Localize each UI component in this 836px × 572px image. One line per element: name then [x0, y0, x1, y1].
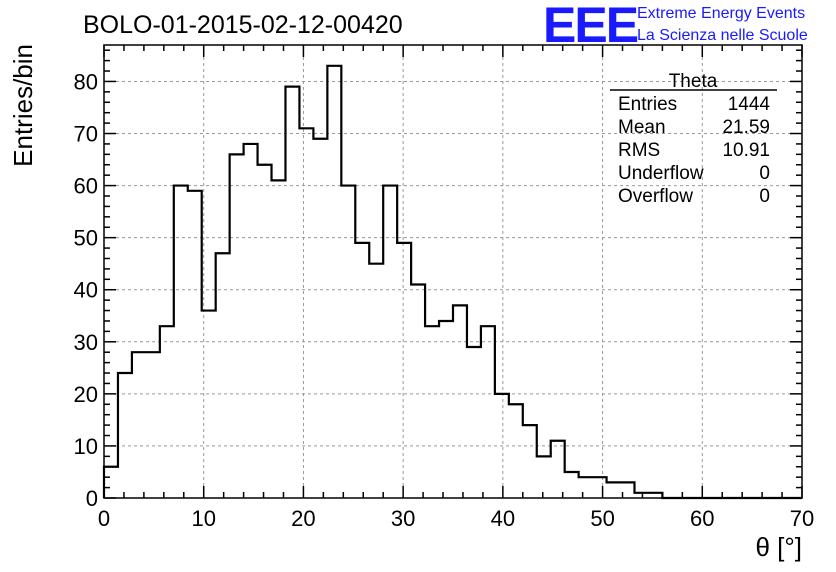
histogram-bin: [244, 144, 258, 498]
histogram-bin: [285, 87, 299, 498]
stats-value-mean: 21.59: [722, 117, 770, 138]
stats-title: Theta: [669, 71, 718, 92]
histogram-bin: [607, 482, 621, 498]
x-tick-label: 70: [790, 506, 814, 531]
x-tick-label: 0: [98, 506, 110, 531]
stats-value-overflow: 0: [759, 186, 770, 207]
histogram-bin: [355, 243, 369, 498]
tick-labels: 0 10 20 30 40 50 60 70 0 10 20 30 40 50 60 70 80: [74, 69, 815, 531]
logo-mark: EEE: [543, 0, 638, 53]
stats-label-entries: Entries: [618, 94, 677, 115]
x-tick-label: 40: [491, 506, 515, 531]
histogram-bin: [523, 425, 537, 498]
y-tick-label: 20: [74, 382, 98, 407]
histogram-bin: [230, 154, 244, 498]
x-axis-title: θ [°]: [755, 532, 802, 562]
histogram-bin: [565, 472, 579, 498]
histogram-bin: [453, 305, 467, 498]
x-tick-label: 20: [291, 506, 315, 531]
chart-title: BOLO-01-2015-02-12-00420: [83, 11, 403, 39]
y-tick-label: 60: [74, 174, 98, 199]
histogram-bin: [397, 243, 411, 498]
histogram-bin: [132, 352, 146, 498]
histogram-bin: [481, 326, 495, 498]
stats-value-underflow: 0: [759, 163, 770, 184]
histogram-bin: [118, 373, 132, 498]
histogram-outline: [102, 64, 802, 500]
plot-frame: [103, 44, 803, 499]
y-tick-label: 40: [74, 278, 98, 303]
eee-logo: EEE Extreme Energy Events La Scienza nel…: [543, 0, 808, 53]
histogram-bin: [509, 404, 523, 498]
histogram-bin: [593, 477, 607, 498]
logo-line-2: La Scienza nelle Scuole: [637, 27, 808, 44]
y-tick-label: 0: [86, 486, 98, 511]
histogram-bin: [579, 477, 593, 498]
grid-lines: [104, 45, 802, 498]
logo-line-1: Extreme Energy Events: [637, 5, 805, 22]
stats-label-overflow: Overflow: [618, 186, 693, 207]
histogram-bin: [439, 321, 453, 498]
stats-label-mean: Mean: [618, 117, 666, 138]
stats-label-rms: RMS: [618, 140, 660, 161]
histogram-bin: [299, 128, 313, 498]
histogram-bin: [383, 186, 397, 498]
y-axis-title: Entries/bin: [8, 44, 38, 167]
x-tick-label: 60: [690, 506, 714, 531]
histogram-bin: [313, 139, 327, 498]
histogram-bin: [216, 253, 230, 498]
histogram-bin: [272, 180, 286, 498]
x-tick-label: 50: [590, 506, 614, 531]
histogram-bin: [537, 456, 551, 498]
histogram-bin: [258, 165, 272, 498]
histogram-bin: [327, 66, 341, 498]
axis-ticks: [103, 45, 803, 499]
histogram-bin: [467, 347, 481, 498]
y-tick-label: 70: [74, 122, 98, 147]
histogram-bin: [188, 191, 202, 498]
x-tick-label: 10: [191, 506, 215, 531]
stats-value-entries: 1444: [728, 94, 771, 115]
histogram-bin: [160, 326, 174, 498]
stats-box: Theta Entries 1444 Mean 21.59 RMS 10.91 …: [610, 71, 777, 207]
y-tick-label: 30: [74, 330, 98, 355]
stats-label-underflow: Underflow: [618, 163, 704, 184]
x-tick-label: 30: [391, 506, 415, 531]
y-tick-label: 10: [74, 434, 98, 459]
histogram-bin: [369, 264, 383, 498]
histogram-bin: [174, 186, 188, 498]
y-tick-label: 80: [74, 69, 98, 94]
y-tick-label: 50: [74, 226, 98, 251]
histogram-bin: [551, 441, 565, 498]
histogram-bin: [341, 186, 355, 498]
histogram-bin: [202, 311, 216, 498]
stats-value-rms: 10.91: [722, 140, 770, 161]
histogram-bin: [425, 326, 439, 498]
histogram-bin: [411, 285, 425, 498]
histogram-bars: [102, 64, 802, 500]
histogram-bin: [146, 352, 160, 498]
histogram-bin: [104, 467, 118, 498]
